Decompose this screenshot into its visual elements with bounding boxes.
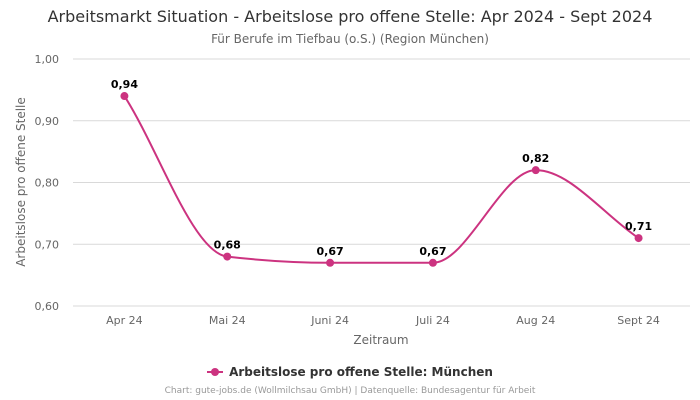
x-tick-label: Aug 24 [516,314,555,327]
data-point[interactable] [531,166,540,175]
y-tick-label: 0,80 [35,177,60,190]
chart-credit: Chart: gute-jobs.de (Wollmilchsau GmbH) … [164,386,536,396]
x-tick-label: Juni 24 [310,314,349,327]
series-group: 0,94 0,68 0,67 0,67 0,82 0,71 [111,78,652,267]
y-tick-label: 0,70 [35,238,60,251]
chart-subtitle: Für Berufe im Tiefbau (o.S.) (Region Mün… [211,32,489,46]
data-label: 0,67 [317,245,344,258]
x-tick-label: Mai 24 [209,314,246,327]
y-axis-ticks: 1,00 0,90 0,80 0,70 0,60 [35,53,60,313]
y-tick-label: 0,90 [35,115,60,128]
y-tick-label: 1,00 [35,53,60,66]
legend[interactable]: Arbeitslose pro offene Stelle: München [0,365,700,379]
y-axis-title: Arbeitslose pro offene Stelle [14,97,28,267]
data-point[interactable] [326,258,335,267]
data-label: 0,82 [522,152,549,165]
data-label: 0,94 [111,78,138,91]
chart-title: Arbeitsmarkt Situation - Arbeitslose pro… [47,7,653,26]
data-label: 0,71 [625,220,652,233]
data-point[interactable] [223,252,232,261]
legend-swatch-icon [207,368,224,376]
x-tick-label: Apr 24 [106,314,143,327]
x-axis-ticks: Apr 24 Mai 24 Juni 24 Juli 24 Aug 24 Sept 24 [106,314,660,327]
data-point[interactable] [428,258,437,267]
x-axis-title: Zeitraum [353,333,408,347]
data-label: 0,68 [214,239,241,252]
data-point[interactable] [120,92,129,101]
gridlines [73,58,690,307]
data-label: 0,67 [419,245,446,258]
x-tick-label: Juli 24 [415,314,450,327]
series-line [123,95,640,264]
x-tick-label: Sept 24 [617,314,660,327]
y-tick-label: 0,60 [35,300,60,313]
data-point[interactable] [634,234,643,243]
legend-label: Arbeitslose pro offene Stelle: München [229,365,493,379]
